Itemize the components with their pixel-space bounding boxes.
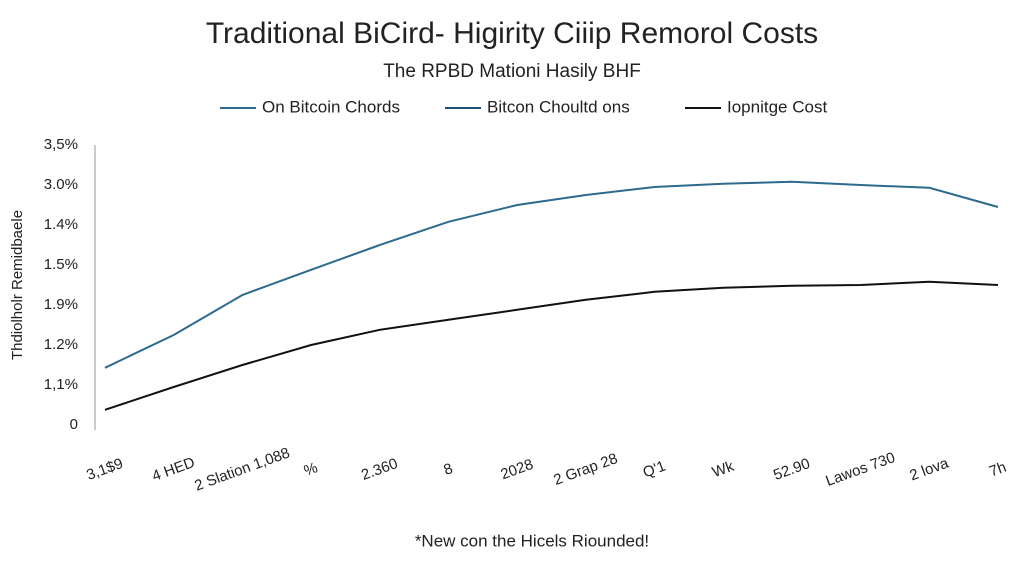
x-tick-label: 2 lova <box>907 454 951 484</box>
x-tick-label: % <box>302 459 320 480</box>
x-tick-label: 3,1$9 <box>84 455 125 484</box>
y-tick-label: 0 <box>70 416 78 433</box>
y-tick-label: 1.9% <box>44 296 78 313</box>
y-tick-label: 3,5% <box>44 136 78 153</box>
x-tick-label: 2.360 <box>359 455 400 484</box>
legend-label: Bitcon Choultd ons <box>487 97 630 116</box>
y-tick-label: 1.2% <box>44 336 78 353</box>
chart-title: Traditional BiCird- Higirity Ciiip Remor… <box>206 17 818 50</box>
x-tick-label: 2 Slation 1,088 <box>192 444 292 494</box>
x-tick-label: 8 <box>441 460 455 479</box>
y-tick-label: 1.4% <box>44 216 78 233</box>
x-tick-label: 2 Grap 28 <box>551 450 620 489</box>
y-tick-label: 1.5% <box>44 256 78 273</box>
x-tick-label: Q'1 <box>641 458 668 482</box>
x-tick-label: Wk <box>710 458 737 482</box>
x-tick-label: 7h <box>987 459 1008 481</box>
x-tick-label: 52.90 <box>771 455 812 484</box>
legend-label: Iopnitge Cost <box>727 97 827 116</box>
x-tick-label: 4 HED <box>150 454 197 485</box>
legend-label: On Bitcoin Chords <box>262 97 400 116</box>
y-tick-label: 3.0% <box>44 176 78 193</box>
chart-subtitle: The RPBD Mationi Hasily BHF <box>383 61 641 82</box>
x-tick-label: Lawos 730 <box>823 449 897 490</box>
x-tick-label: 2028 <box>498 456 535 483</box>
line <box>104 180 999 369</box>
y-axis-label: Thdiolholr Remidbaele <box>9 210 26 360</box>
y-tick-label: 1,1% <box>44 376 78 393</box>
footnote: *New con the Hicels Riounded! <box>415 531 649 550</box>
line <box>104 280 999 411</box>
